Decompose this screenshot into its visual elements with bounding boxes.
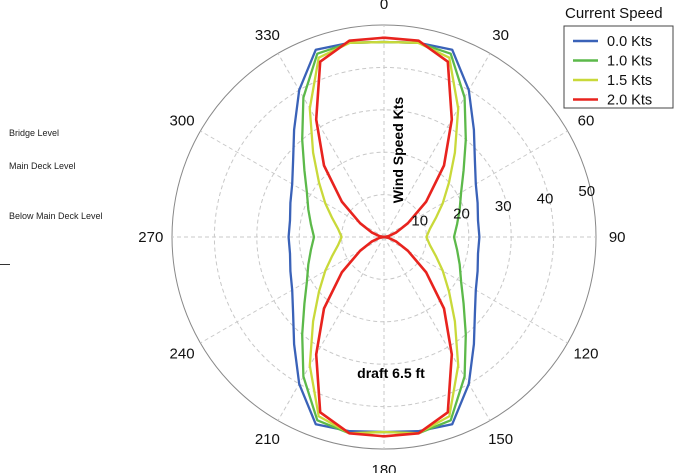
angle-tick-330: 330 xyxy=(255,27,280,44)
angle-tick-120: 120 xyxy=(573,346,598,363)
angle-tick-0: 0 xyxy=(380,0,388,13)
angle-tick-300: 300 xyxy=(170,112,195,129)
main-deck-level-label: Main Deck Level xyxy=(9,161,76,171)
tick-labels: 0 30 60 90 120 150 180 210 240 270 300 330 10 20 30 40 5… xyxy=(138,0,625,473)
radial-tick-30: 30 xyxy=(495,198,512,215)
legend-label-1: 0.0 Kts xyxy=(607,34,652,50)
side-tick-mark xyxy=(0,264,10,265)
angle-tick-270: 270 xyxy=(138,229,163,246)
legend-label-4: 2.0 Kts xyxy=(607,93,652,109)
grid-spoke-150 xyxy=(383,236,491,421)
grid-spoke-330 xyxy=(277,53,385,238)
legend-box xyxy=(563,25,674,109)
below-main-deck-level-label: Below Main Deck Level xyxy=(9,211,103,221)
angle-tick-240: 240 xyxy=(170,346,195,363)
angle-tick-30: 30 xyxy=(492,27,509,44)
legend-label-3: 1.5 Kts xyxy=(607,73,652,89)
bridge-level-label: Bridge Level xyxy=(9,128,60,138)
angle-tick-150: 150 xyxy=(488,431,513,448)
radial-tick-10: 10 xyxy=(411,213,428,230)
series-line-3 xyxy=(308,40,460,435)
angle-tick-60: 60 xyxy=(578,112,595,129)
legend: Current Speed 0.0 Kts 1.0 Kts 1.5 Kts 2.0 K… xyxy=(563,5,674,109)
legend-title: Current Speed xyxy=(565,5,663,22)
angle-tick-180: 180 xyxy=(371,462,396,473)
draft-annotation: draft 6.5 ft xyxy=(357,365,425,381)
grid-spoke-210 xyxy=(277,236,385,421)
polar-grid xyxy=(171,24,597,450)
grid-spoke-30 xyxy=(383,53,491,238)
legend-label-2: 1.0 Kts xyxy=(607,54,652,70)
angle-tick-90: 90 xyxy=(609,229,626,246)
radial-axis-label: Wind Speed Kts xyxy=(390,97,406,204)
series-layer xyxy=(287,36,481,438)
series-line-4 xyxy=(314,36,454,438)
angle-tick-210: 210 xyxy=(255,431,280,448)
radial-tick-50: 50 xyxy=(578,183,595,200)
radial-tick-40: 40 xyxy=(537,191,554,208)
radial-tick-20: 20 xyxy=(453,205,470,222)
